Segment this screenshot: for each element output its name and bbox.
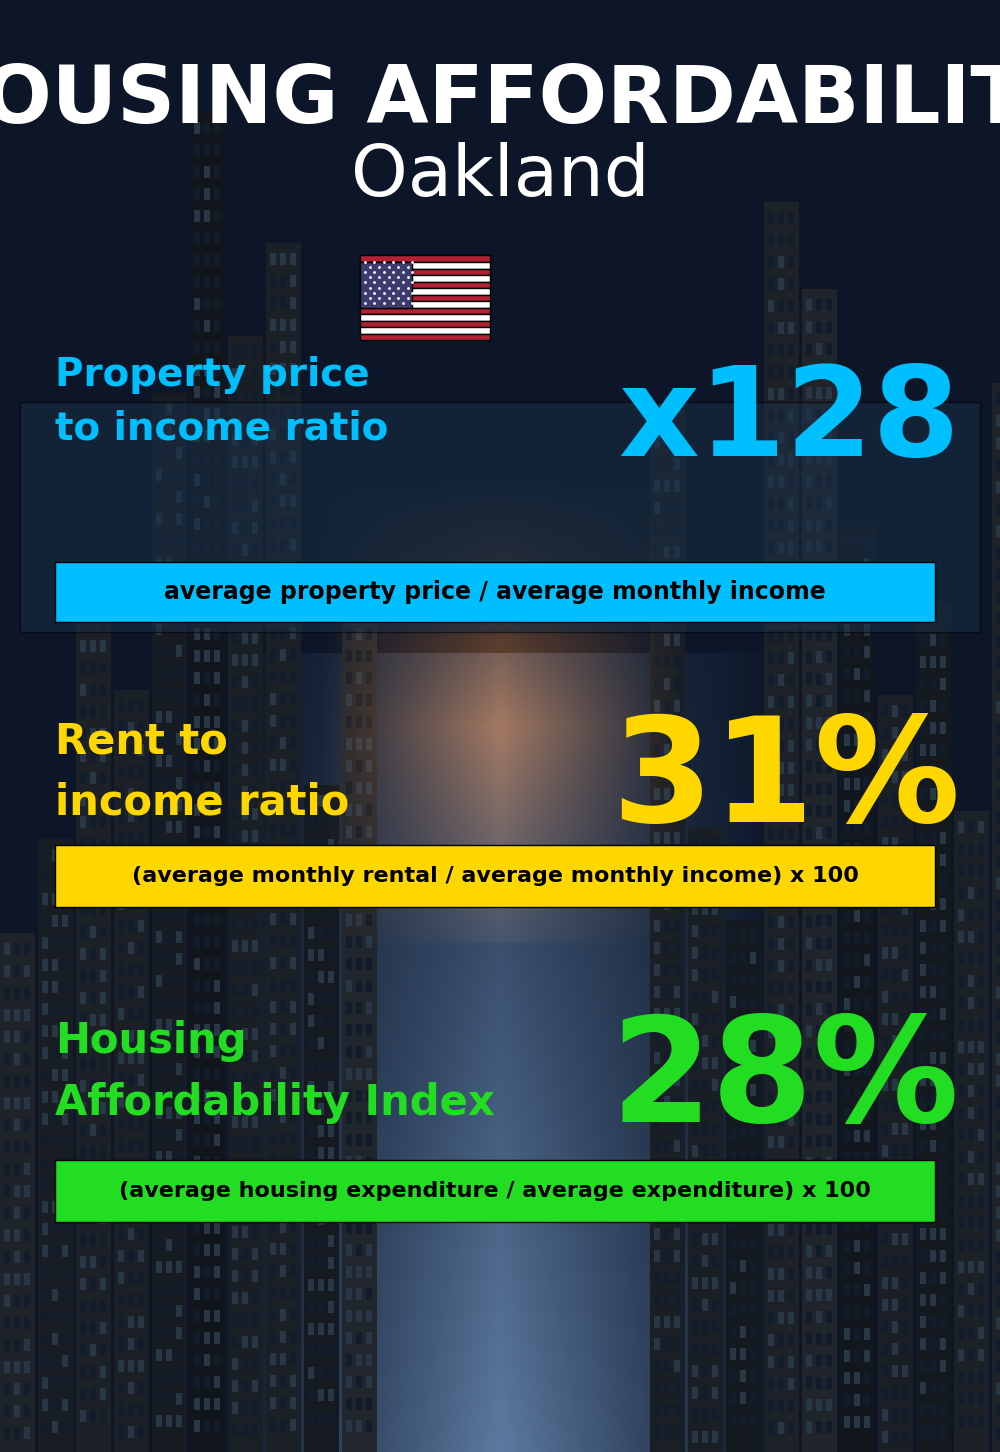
FancyBboxPatch shape — [360, 261, 490, 269]
FancyBboxPatch shape — [360, 282, 490, 287]
Text: Property price
to income ratio: Property price to income ratio — [55, 357, 388, 447]
Text: 28%: 28% — [611, 1012, 960, 1153]
FancyBboxPatch shape — [20, 402, 980, 632]
Text: average property price / average monthly income: average property price / average monthly… — [164, 579, 826, 604]
Text: Housing
Affordability Index: Housing Affordability Index — [55, 1021, 495, 1124]
Text: (average housing expenditure / average expenditure) x 100: (average housing expenditure / average e… — [119, 1180, 871, 1201]
Text: HOUSING AFFORDABILITY: HOUSING AFFORDABILITY — [0, 62, 1000, 139]
FancyBboxPatch shape — [360, 274, 490, 282]
Text: Rent to
income ratio: Rent to income ratio — [55, 720, 349, 823]
Text: x128: x128 — [618, 362, 960, 482]
FancyBboxPatch shape — [360, 301, 490, 308]
FancyBboxPatch shape — [360, 269, 490, 274]
FancyBboxPatch shape — [360, 327, 490, 334]
FancyBboxPatch shape — [360, 314, 490, 321]
FancyBboxPatch shape — [360, 334, 490, 340]
FancyBboxPatch shape — [360, 261, 412, 308]
FancyBboxPatch shape — [55, 562, 935, 621]
FancyBboxPatch shape — [360, 295, 490, 301]
FancyBboxPatch shape — [55, 845, 935, 908]
FancyBboxPatch shape — [360, 256, 490, 261]
FancyBboxPatch shape — [360, 287, 490, 295]
FancyBboxPatch shape — [360, 308, 490, 314]
FancyBboxPatch shape — [360, 321, 490, 327]
Text: Oakland: Oakland — [351, 142, 649, 211]
FancyBboxPatch shape — [55, 1160, 935, 1223]
Text: 31%: 31% — [611, 711, 960, 852]
Text: (average monthly rental / average monthly income) x 100: (average monthly rental / average monthl… — [132, 865, 858, 886]
